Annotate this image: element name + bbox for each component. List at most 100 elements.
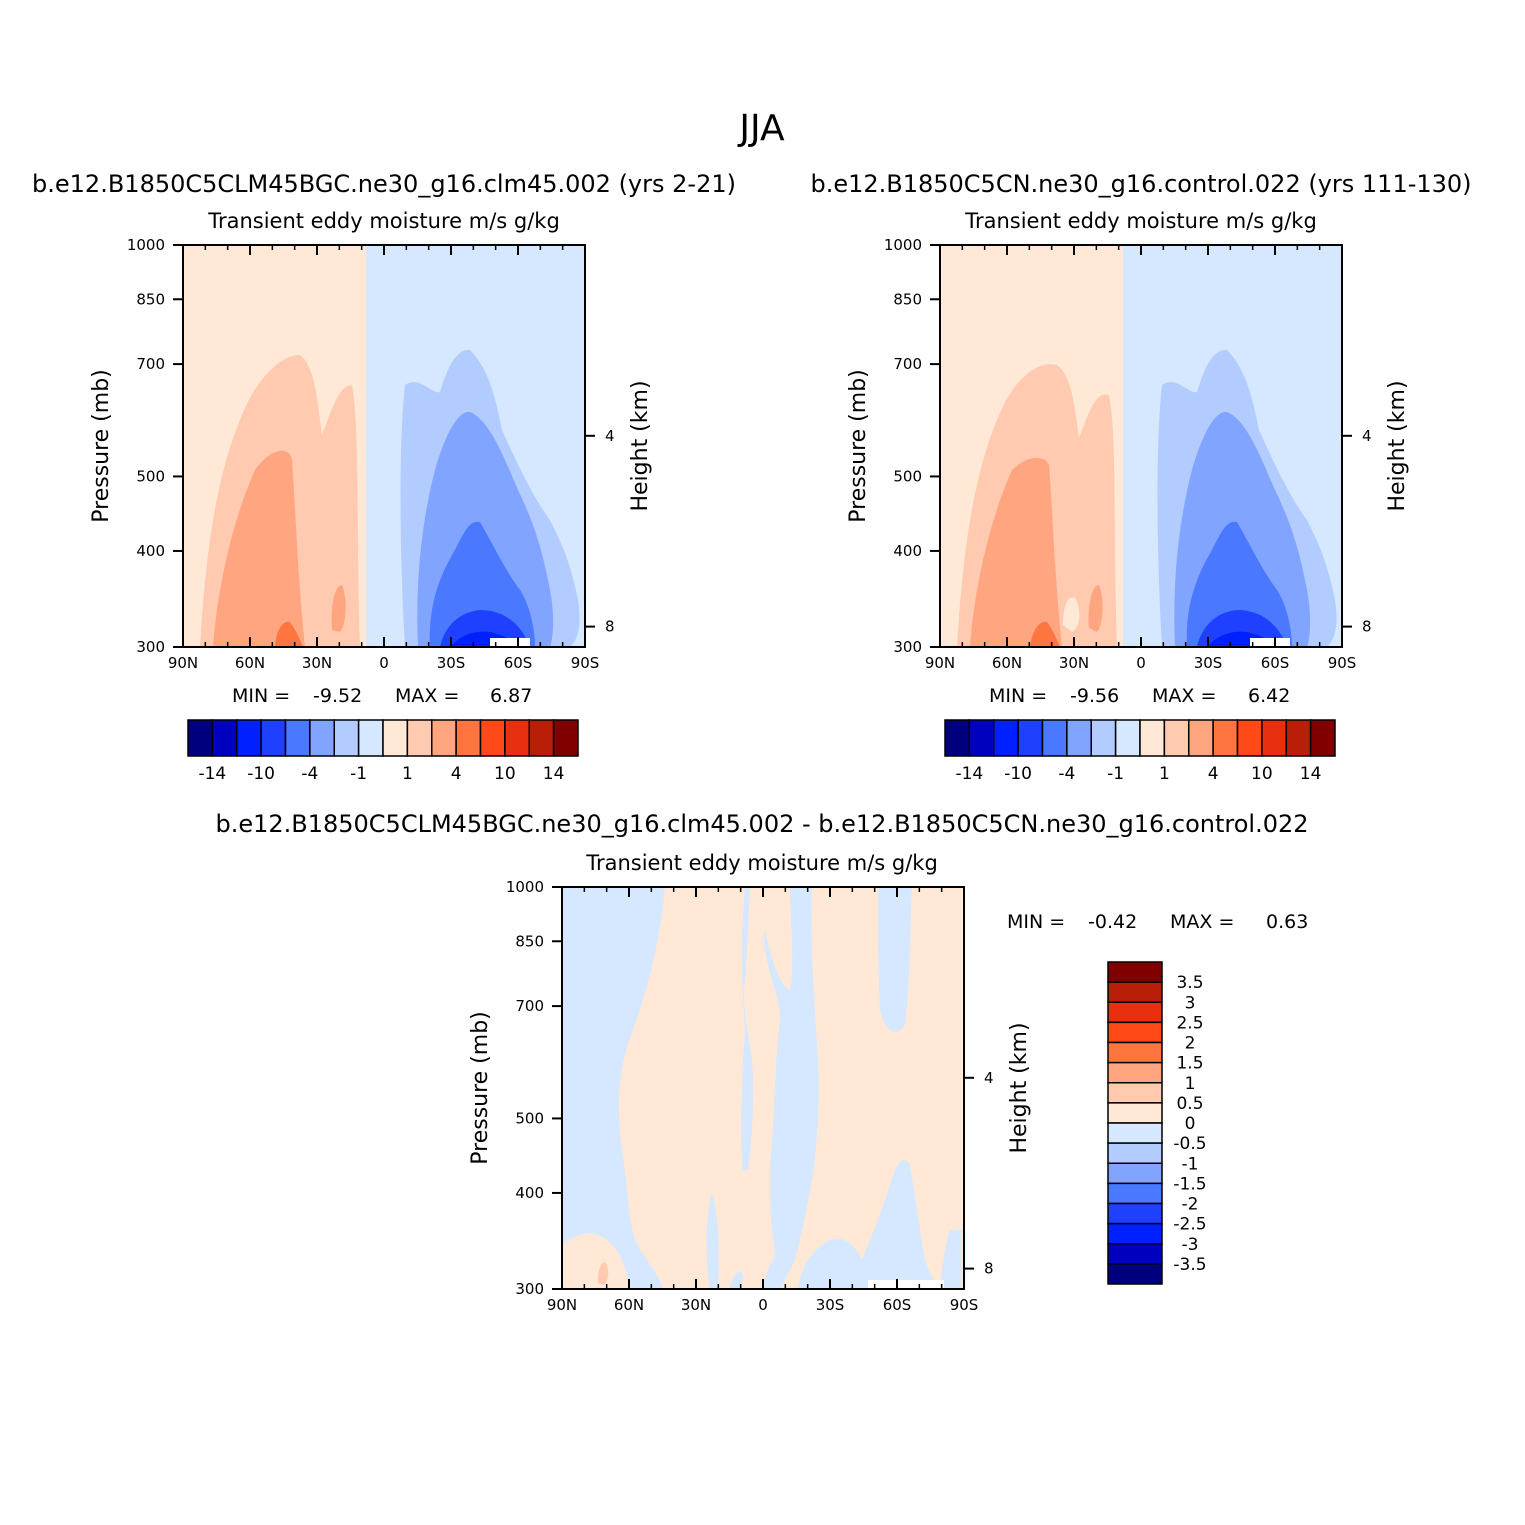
x-tick-label: 60S <box>504 654 533 672</box>
colorbar-swatch <box>1066 719 1092 757</box>
y2-tick-label: 4 <box>1362 427 1372 445</box>
colorbar-swatch <box>1107 1001 1163 1024</box>
y-tick-label: 500 <box>136 467 165 485</box>
y-tick-label: 300 <box>136 638 165 656</box>
panel-control-colorbar: -14 -10 -4 -1 1 4 10 14 <box>944 719 1336 784</box>
panel-difference-min-value: -0.42 <box>1088 911 1137 933</box>
colorbar-swatch <box>1107 1162 1163 1185</box>
colorbar-swatch <box>260 719 287 757</box>
colorbar-swatch <box>1107 961 1163 983</box>
panel-case-max-label: MAX = <box>395 685 459 707</box>
colorbar-swatch <box>357 719 384 757</box>
colorbar-swatch <box>1041 719 1068 757</box>
colorbar-label: -14 <box>198 764 226 784</box>
x-tick-label: 30N <box>681 1296 711 1314</box>
colorbar-swatch <box>1107 1142 1163 1164</box>
y-tick-label: 700 <box>515 997 544 1015</box>
colorbar-label: 2 <box>1185 1034 1196 1054</box>
colorbar-swatch <box>1090 719 1117 757</box>
x-tick-label: 90N <box>547 1296 577 1314</box>
x-tick-label: 60S <box>883 1296 912 1314</box>
x-tick-label: 90S <box>571 654 600 672</box>
colorbar-label: -2.5 <box>1173 1215 1206 1235</box>
y2-tick-label: 8 <box>1362 618 1372 636</box>
panel-case-min-value: -9.52 <box>313 685 362 707</box>
x-tick-label: 30S <box>1194 654 1223 672</box>
colorbar-label: -1 <box>1182 1154 1199 1174</box>
colorbar-label: 4 <box>451 764 462 784</box>
colorbar-label: 10 <box>494 764 516 784</box>
y-tick-label: 700 <box>893 355 922 373</box>
colorbar-swatch <box>406 719 433 757</box>
colorbar-label: 1 <box>1159 764 1170 784</box>
colorbar-swatch <box>284 719 311 757</box>
colorbar-swatch <box>1212 719 1239 757</box>
y-tick-label: 850 <box>136 290 165 308</box>
y-tick-label: 500 <box>893 467 922 485</box>
colorbar-swatch <box>1236 719 1263 757</box>
colorbar-swatch <box>1107 1202 1163 1225</box>
colorbar-swatch <box>1285 719 1312 757</box>
y-tick-label: 300 <box>893 638 922 656</box>
colorbar-label: 3 <box>1185 993 1196 1013</box>
panel-difference: b.e12.B1850C5CLM45BGC.ne30_g16.clm45.002… <box>215 810 1308 1314</box>
y-tick-label: 1000 <box>506 878 544 896</box>
y2-tick-label: 8 <box>984 1260 994 1278</box>
x-tick-label: 60N <box>235 654 265 672</box>
y2-tick-label: 4 <box>984 1069 994 1087</box>
panel-case-colorbar: -14 -10 -4 -1 1 4 10 14 <box>187 719 579 784</box>
colorbar-swatch <box>504 719 530 757</box>
colorbar-label: -10 <box>1004 764 1032 784</box>
colorbar-swatch <box>1114 719 1141 757</box>
panel-control-min-label: MIN = <box>989 685 1047 707</box>
y-tick-label: 400 <box>893 542 922 560</box>
colorbar-label: 4 <box>1208 764 1219 784</box>
panel-difference-title: b.e12.B1850C5CLM45BGC.ne30_g16.clm45.002… <box>215 810 1308 838</box>
y-tick-label: 500 <box>515 1109 544 1127</box>
colorbar-label: 2.5 <box>1176 1013 1203 1033</box>
colorbar-label: 3.5 <box>1176 973 1203 993</box>
panel-case-ylabel: Pressure (mb) <box>89 369 114 523</box>
panel-difference-y2label: Height (km) <box>1007 1022 1032 1153</box>
panel-difference-max-value: 0.63 <box>1266 911 1308 933</box>
x-tick-label: 30N <box>302 654 332 672</box>
colorbar-swatch <box>1107 1122 1163 1144</box>
panel-control: b.e12.B1850C5CN.ne30_g16.control.022 (yr… <box>810 170 1471 784</box>
panel-case-plot-area <box>183 245 585 647</box>
colorbar-swatch <box>1139 719 1166 757</box>
colorbar-label: 14 <box>1300 764 1322 784</box>
colorbar-label: 14 <box>543 764 565 784</box>
x-tick-label: 60N <box>614 1296 644 1314</box>
panel-case-ticks: 90N 60N 30N 0 30S 60S 90S 300 400 500 700 850 1000 8 4 <box>127 236 615 672</box>
colorbar-label: -14 <box>955 764 983 784</box>
colorbar-swatch <box>455 719 482 757</box>
y-tick-label: 850 <box>893 290 922 308</box>
y-tick-label: 850 <box>515 932 544 950</box>
colorbar-label: -3 <box>1182 1235 1199 1255</box>
colorbar-swatch <box>1107 981 1163 1003</box>
colorbar-swatch <box>382 719 409 757</box>
panel-case-min-label: MIN = <box>232 685 290 707</box>
y2-tick-label: 4 <box>605 427 615 445</box>
colorbar-swatch <box>1107 1102 1163 1124</box>
colorbar-swatch <box>1107 1243 1163 1265</box>
colorbar-swatch <box>1107 1182 1163 1205</box>
panel-case-subtitle: Transient eddy moisture m/s g/kg <box>207 209 560 233</box>
colorbar-swatch <box>1107 1021 1163 1044</box>
x-tick-label: 30S <box>437 654 466 672</box>
colorbar-label: 0.5 <box>1176 1094 1203 1114</box>
colorbar-swatch <box>479 719 506 757</box>
panel-control-ylabel: Pressure (mb) <box>846 369 871 523</box>
panel-control-max-label: MAX = <box>1152 685 1216 707</box>
x-tick-label: 90N <box>168 654 198 672</box>
y-tick-label: 700 <box>136 355 165 373</box>
panel-case-title: b.e12.B1850C5CLM45BGC.ne30_g16.clm45.002… <box>32 170 736 198</box>
panel-control-title: b.e12.B1850C5CN.ne30_g16.control.022 (yr… <box>810 170 1471 198</box>
colorbar-label: 10 <box>1251 764 1273 784</box>
colorbar-swatch <box>1107 1082 1163 1104</box>
colorbar-swatch <box>1309 719 1336 757</box>
colorbar-swatch <box>1107 1263 1163 1285</box>
y2-tick-label: 8 <box>605 618 615 636</box>
panel-control-y2label: Height (km) <box>1385 380 1410 511</box>
